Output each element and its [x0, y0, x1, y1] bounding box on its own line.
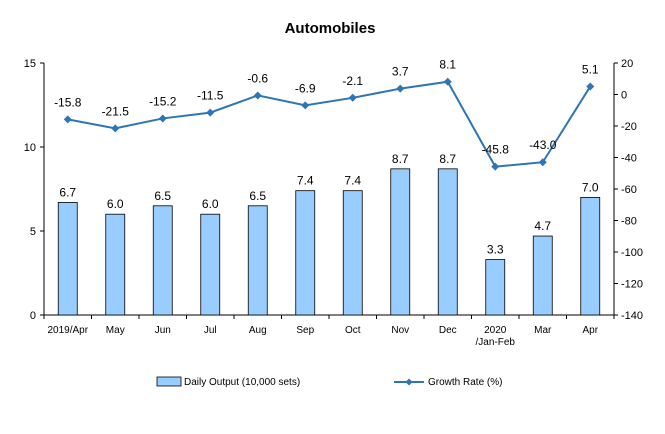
growth-rate-data-label: -2.1: [342, 74, 363, 88]
x-tick-label: Apr: [582, 325, 598, 336]
growth-rate-marker: [491, 162, 500, 171]
x-tick-label: Jun: [155, 325, 171, 336]
legend-line-label: Growth Rate (%): [428, 377, 502, 388]
growth-rate-data-label: -21.5: [102, 104, 130, 118]
legend-line-marker: [405, 378, 413, 386]
growth-rate-data-label: -43.0: [529, 138, 557, 152]
growth-rate-marker: [348, 93, 357, 102]
x-tick-label: Oct: [345, 325, 361, 336]
right-tick-label: 0: [621, 90, 627, 102]
x-tick-label: Aug: [249, 325, 267, 336]
x-tick-label: May: [106, 325, 125, 336]
bar-data-label: 6.5: [154, 189, 171, 203]
x-tick-label: Dec: [439, 325, 457, 336]
bar: [580, 196, 601, 316]
bar-data-label: 8.7: [439, 152, 456, 166]
growth-rate-data-label: -15.2: [149, 94, 177, 108]
growth-rate-marker: [111, 124, 120, 133]
bar-data-label: 6.7: [59, 185, 76, 199]
growth-rate-marker: [206, 108, 215, 117]
left-tick-label: 15: [24, 58, 36, 70]
bar: [390, 168, 411, 316]
right-tick-label: -140: [621, 310, 643, 322]
x-tick-label: /Jan-Feb: [476, 337, 516, 348]
x-tick-label: 2019/Apr: [47, 325, 88, 336]
right-tick-label: 20: [621, 58, 633, 70]
x-tick-label: Jul: [204, 325, 217, 336]
right-tick-label: -120: [621, 279, 643, 291]
growth-rate-marker: [586, 82, 595, 91]
bar-data-label: 7.0: [582, 180, 599, 194]
growth-rate-data-label: -0.6: [247, 71, 268, 85]
bar-data-label: 8.7: [392, 152, 409, 166]
growth-rate-data-label: 5.1: [582, 62, 599, 76]
growth-rate-data-label: -11.5: [197, 89, 224, 103]
right-tick-label: -20: [621, 121, 637, 133]
chart-title: Automobiles: [285, 20, 376, 37]
growth-rate-marker: [158, 114, 167, 123]
growth-rate-marker: [396, 84, 405, 93]
bar: [437, 168, 458, 316]
x-tick-label: Sep: [296, 325, 314, 336]
growth-rate-marker: [253, 91, 262, 100]
bar-data-label: 6.5: [249, 189, 266, 203]
bar-data-label: 6.0: [107, 197, 124, 211]
growth-rate-data-label: -6.9: [295, 81, 316, 95]
left-tick-label: 5: [30, 226, 36, 238]
bar: [532, 235, 553, 316]
right-tick-label: -40: [621, 153, 637, 165]
bar: [105, 213, 126, 316]
bar: [57, 202, 78, 316]
growth-rate-line: [67, 80, 592, 168]
growth-rate-marker: [301, 101, 310, 110]
x-tick-label: 2020: [484, 325, 507, 336]
bar-data-label: 7.4: [344, 174, 361, 188]
x-tick-label: Mar: [534, 325, 552, 336]
bar: [152, 205, 173, 316]
x-tick-label: Nov: [391, 325, 409, 336]
growth-rate-marker: [443, 77, 452, 86]
bar: [295, 190, 316, 316]
growth-rate-data-label: -45.8: [482, 143, 510, 157]
bar-data-label: 3.3: [487, 243, 504, 257]
bar: [342, 190, 363, 316]
legend-bar-swatch: [156, 376, 182, 387]
growth-rate-marker: [538, 158, 547, 167]
bar-data-label: 6.0: [202, 197, 219, 211]
right-tick-label: -60: [621, 184, 637, 196]
bar: [200, 213, 221, 316]
growth-rate-data-label: 3.7: [392, 65, 409, 79]
left-tick-label: 0: [30, 310, 36, 322]
bar-data-label: 4.7: [534, 219, 551, 233]
bar: [485, 259, 506, 316]
growth-rate-marker: [63, 115, 72, 124]
bar: [247, 205, 268, 316]
growth-rate-data-label: -15.8: [54, 95, 82, 109]
legend-bar-label: Daily Output (10,000 sets): [184, 377, 300, 388]
bar-data-label: 7.4: [297, 174, 314, 188]
right-tick-label: -80: [621, 216, 637, 228]
growth-rate-data-label: 8.1: [439, 58, 456, 72]
left-tick-label: 10: [24, 142, 36, 154]
right-tick-label: -100: [621, 247, 643, 259]
